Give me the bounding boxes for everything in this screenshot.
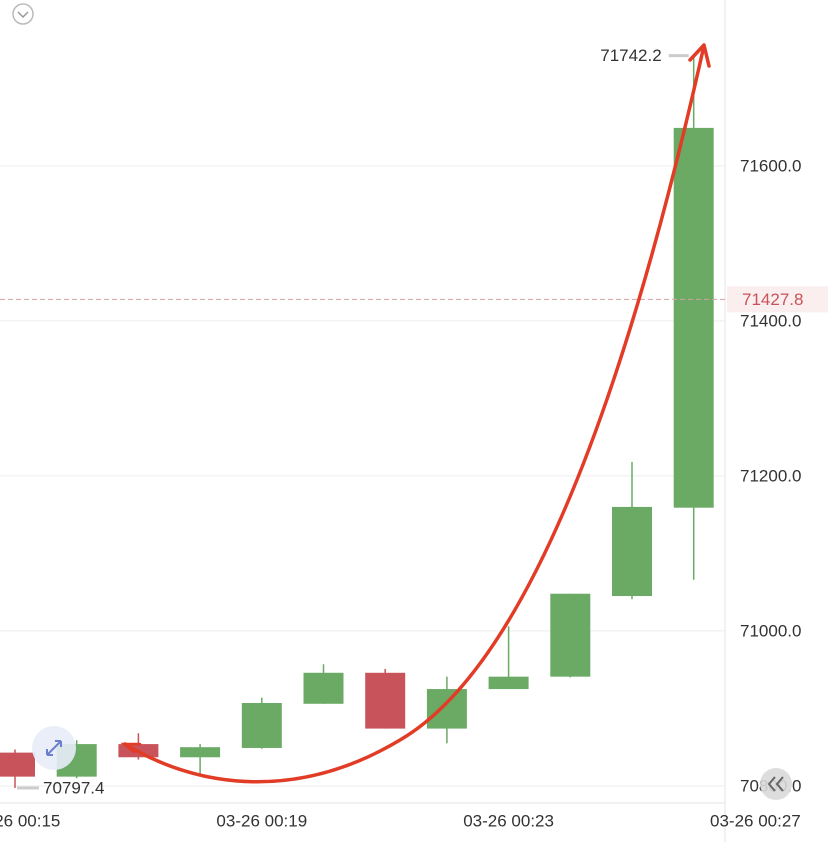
max-label: 71742.2 xyxy=(600,46,661,65)
candle-body xyxy=(180,747,221,758)
y-tick-label: 71600.0 xyxy=(740,156,801,175)
x-tick-label: 03-26 00:19 xyxy=(216,811,307,830)
candle-body xyxy=(612,506,652,597)
x-tick-label: 03-26 00:23 xyxy=(463,811,554,830)
collapse-button[interactable] xyxy=(12,3,34,25)
y-tick-label: 71400.0 xyxy=(740,311,801,330)
arrow-tail xyxy=(120,742,142,754)
grid xyxy=(0,165,725,787)
arrow-head xyxy=(688,43,711,68)
min-label: 70797.4 xyxy=(43,778,104,797)
last-price-bg xyxy=(727,286,828,313)
x-tick-label: 03-26 00:15 xyxy=(0,811,60,830)
candle-body xyxy=(488,676,529,690)
trend-arrow xyxy=(123,48,705,784)
candle-body xyxy=(426,689,467,729)
y-tick-label: 71000.0 xyxy=(740,621,801,640)
x-tick-label: 03-26 00:27 xyxy=(710,811,801,830)
scroll-back-button[interactable] xyxy=(760,768,792,800)
y-tick-label: 71200.0 xyxy=(740,466,801,485)
candle-body xyxy=(550,593,591,677)
candle-body xyxy=(365,672,406,729)
candle-body xyxy=(241,703,282,748)
last-price-label: 71427.8 xyxy=(742,290,803,309)
expand-button[interactable] xyxy=(32,726,76,770)
candle-body xyxy=(0,752,35,777)
candle-body xyxy=(303,672,344,704)
candle-body xyxy=(673,127,714,508)
